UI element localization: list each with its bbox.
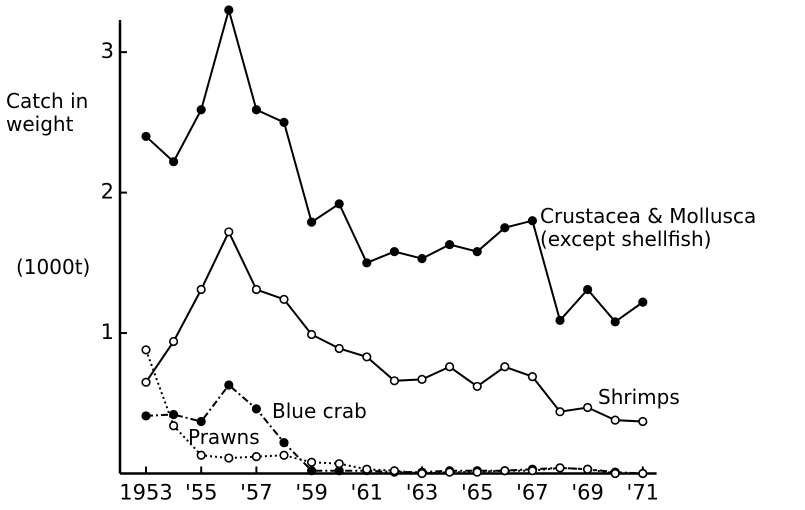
data-point (334, 199, 344, 209)
data-point (555, 315, 565, 326)
data-point (638, 297, 648, 307)
data-point (555, 463, 565, 473)
x-tick-label: '55 (185, 481, 218, 505)
x-tick-label: 1953 (119, 481, 172, 505)
data-point (196, 105, 206, 115)
data-point (251, 105, 261, 115)
data-point (224, 453, 234, 463)
data-point (555, 407, 565, 417)
data-point (445, 239, 455, 250)
series-label: Prawns (188, 425, 260, 449)
data-point (169, 336, 179, 347)
data-point (527, 466, 538, 476)
data-point (362, 464, 372, 474)
data-point (307, 217, 317, 227)
data-point (251, 404, 261, 414)
series-line (145, 6, 644, 324)
x-tick-label: '59 (295, 481, 328, 505)
data-point (500, 223, 510, 233)
data-point (582, 464, 593, 474)
data-point (500, 466, 510, 476)
data-point (279, 438, 289, 448)
data-point (500, 362, 510, 372)
data-point (334, 459, 344, 469)
data-point (169, 157, 179, 167)
data-point (472, 246, 482, 257)
data-point (472, 381, 482, 392)
data-point (141, 411, 151, 421)
x-tick-label: '65 (461, 481, 494, 505)
series-label: Blue crab (272, 399, 367, 423)
data-point (279, 117, 289, 127)
x-tick-label: '63 (406, 481, 439, 505)
data-point (307, 466, 317, 476)
data-point (141, 345, 151, 355)
data-point (362, 258, 372, 268)
data-point (279, 450, 289, 460)
data-point (610, 415, 620, 425)
data-point (196, 284, 206, 295)
data-point (169, 421, 179, 431)
series-line (145, 349, 643, 475)
data-point (610, 468, 620, 479)
data-point (445, 362, 455, 372)
x-tick-label: '67 (516, 481, 549, 505)
data-point (251, 452, 261, 462)
data-point (445, 467, 455, 477)
data-point (582, 284, 593, 295)
data-point (417, 468, 427, 479)
data-point (196, 416, 206, 427)
x-tick-label: '57 (240, 481, 273, 505)
data-point (224, 380, 234, 390)
data-point (389, 376, 400, 386)
y-axis-label: Catch in weight (6, 89, 89, 136)
data-point (307, 329, 317, 340)
data-point (527, 216, 538, 226)
data-point (417, 374, 427, 385)
data-point (638, 468, 648, 479)
data-point (638, 416, 648, 427)
x-tick-label: '71 (627, 481, 660, 505)
y-tick-label: 1 (101, 320, 114, 344)
data-point (224, 227, 234, 237)
x-tick-label: '69 (571, 481, 604, 505)
data-point (527, 371, 538, 382)
data-point (472, 467, 482, 477)
series-label: Crustacea & Mollusca (except shellfish) (540, 204, 757, 251)
x-tick-label: '61 (351, 481, 384, 505)
data-point (610, 317, 620, 327)
data-point (417, 254, 427, 264)
y-axis-unit: (1000t) (16, 255, 91, 279)
data-point (389, 246, 400, 257)
data-point (334, 343, 344, 354)
y-tick-label: 2 (101, 180, 114, 204)
data-point (389, 466, 400, 476)
data-point (196, 450, 206, 460)
data-point (307, 457, 317, 467)
data-point (251, 284, 261, 295)
series-line (145, 229, 643, 423)
data-point (279, 294, 289, 304)
data-point (141, 131, 151, 142)
data-point (224, 5, 234, 15)
data-point (362, 352, 372, 362)
data-point (169, 409, 179, 420)
series-label: Shrimps (598, 385, 680, 409)
y-tick-label: 3 (101, 39, 114, 63)
data-point (141, 377, 151, 387)
data-point (582, 402, 593, 413)
